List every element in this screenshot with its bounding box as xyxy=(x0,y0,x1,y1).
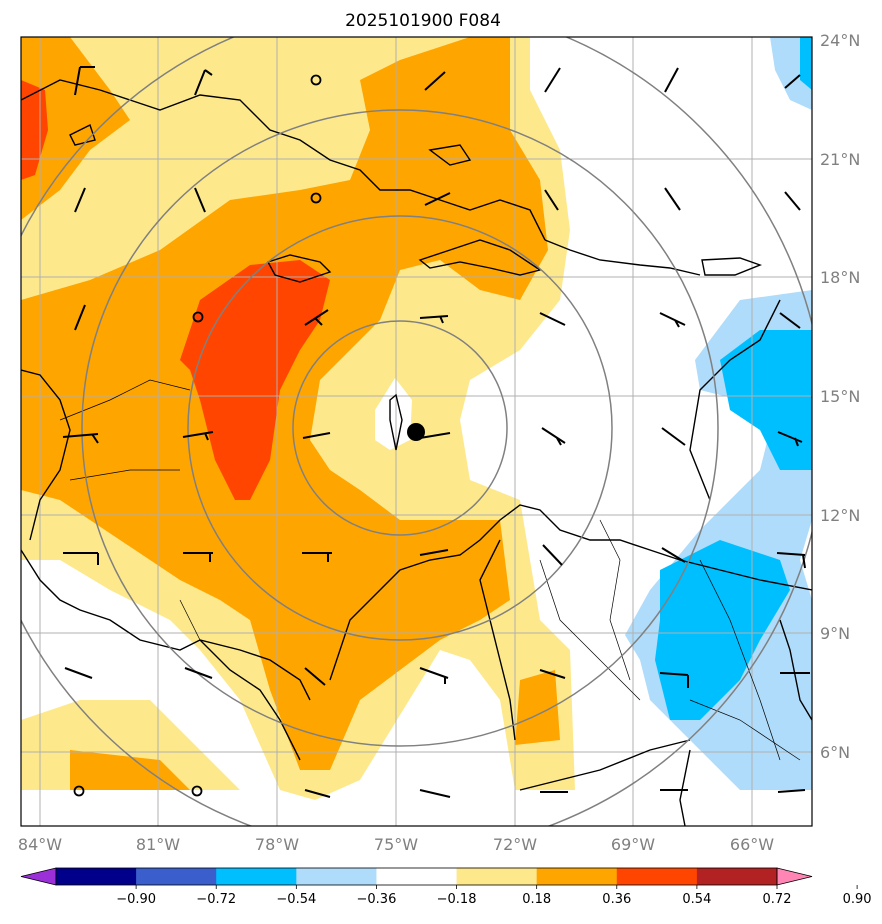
longitude-labels: 84°W 81°W 78°W 75°W 72°W 69°W 66°W xyxy=(18,835,774,854)
gridlines xyxy=(21,37,812,826)
lat-label: 21°N xyxy=(820,150,860,169)
colorbar-label: −0.90 xyxy=(116,892,156,907)
colorbar-label: −0.36 xyxy=(357,892,397,907)
lon-label: 66°W xyxy=(730,835,774,854)
lat-label: 18°N xyxy=(820,268,860,287)
lat-label: 9°N xyxy=(820,624,850,643)
lat-label: 15°N xyxy=(820,387,860,406)
colorbar-segment xyxy=(456,868,538,885)
colorbar-outline xyxy=(55,867,778,886)
colorbar-label: −0.54 xyxy=(276,892,316,907)
lon-label: 69°W xyxy=(611,835,655,854)
colorbar-label: 0.36 xyxy=(602,892,631,907)
lon-label: 78°W xyxy=(255,835,299,854)
colorbar-segment xyxy=(536,868,618,885)
range-rings xyxy=(21,37,812,826)
latitude-labels: 24°N 21°N 18°N 15°N 12°N 9°N 6°N xyxy=(820,31,860,762)
map-plot-area xyxy=(21,37,812,826)
colorbar-label: −0.18 xyxy=(437,892,477,907)
colorbar: −0.90 −0.72 −0.54 −0.36 −0.18 0.18 0.36 0.54 0.7… xyxy=(20,867,872,907)
lon-label: 84°W xyxy=(18,835,62,854)
colorbar-label: −0.72 xyxy=(196,892,236,907)
lon-label: 81°W xyxy=(136,835,180,854)
lat-label: 6°N xyxy=(820,743,850,762)
colorbar-segment xyxy=(56,868,137,885)
colorbar-segment xyxy=(696,868,778,885)
colorbar-label: 0.90 xyxy=(843,892,872,907)
map-frame xyxy=(20,36,813,827)
calm-wind-markers xyxy=(73,74,322,797)
country-borders xyxy=(59,379,801,761)
colorbar-extend-high xyxy=(776,867,813,886)
lon-label: 72°W xyxy=(493,835,537,854)
lat-label: 12°N xyxy=(820,506,860,525)
colorbar-label: 0.18 xyxy=(522,892,551,907)
colorbar-segment xyxy=(216,868,297,885)
lat-label: 24°N xyxy=(820,31,860,50)
wind-barbs xyxy=(62,66,810,798)
orange-anomaly-shading xyxy=(21,37,560,790)
colorbar-segment xyxy=(136,868,217,885)
storm-center-marker xyxy=(407,423,425,441)
colorbar-segment xyxy=(296,868,377,885)
lon-label: 75°W xyxy=(374,835,418,854)
colorbar-label: 0.72 xyxy=(763,892,792,907)
map-title: 2025101900 F084 xyxy=(345,11,501,31)
colorbar-label: 0.54 xyxy=(682,892,711,907)
colorbar-segment xyxy=(616,868,698,885)
colorbar-segment xyxy=(376,868,458,885)
colorbar-extend-low xyxy=(20,867,57,886)
